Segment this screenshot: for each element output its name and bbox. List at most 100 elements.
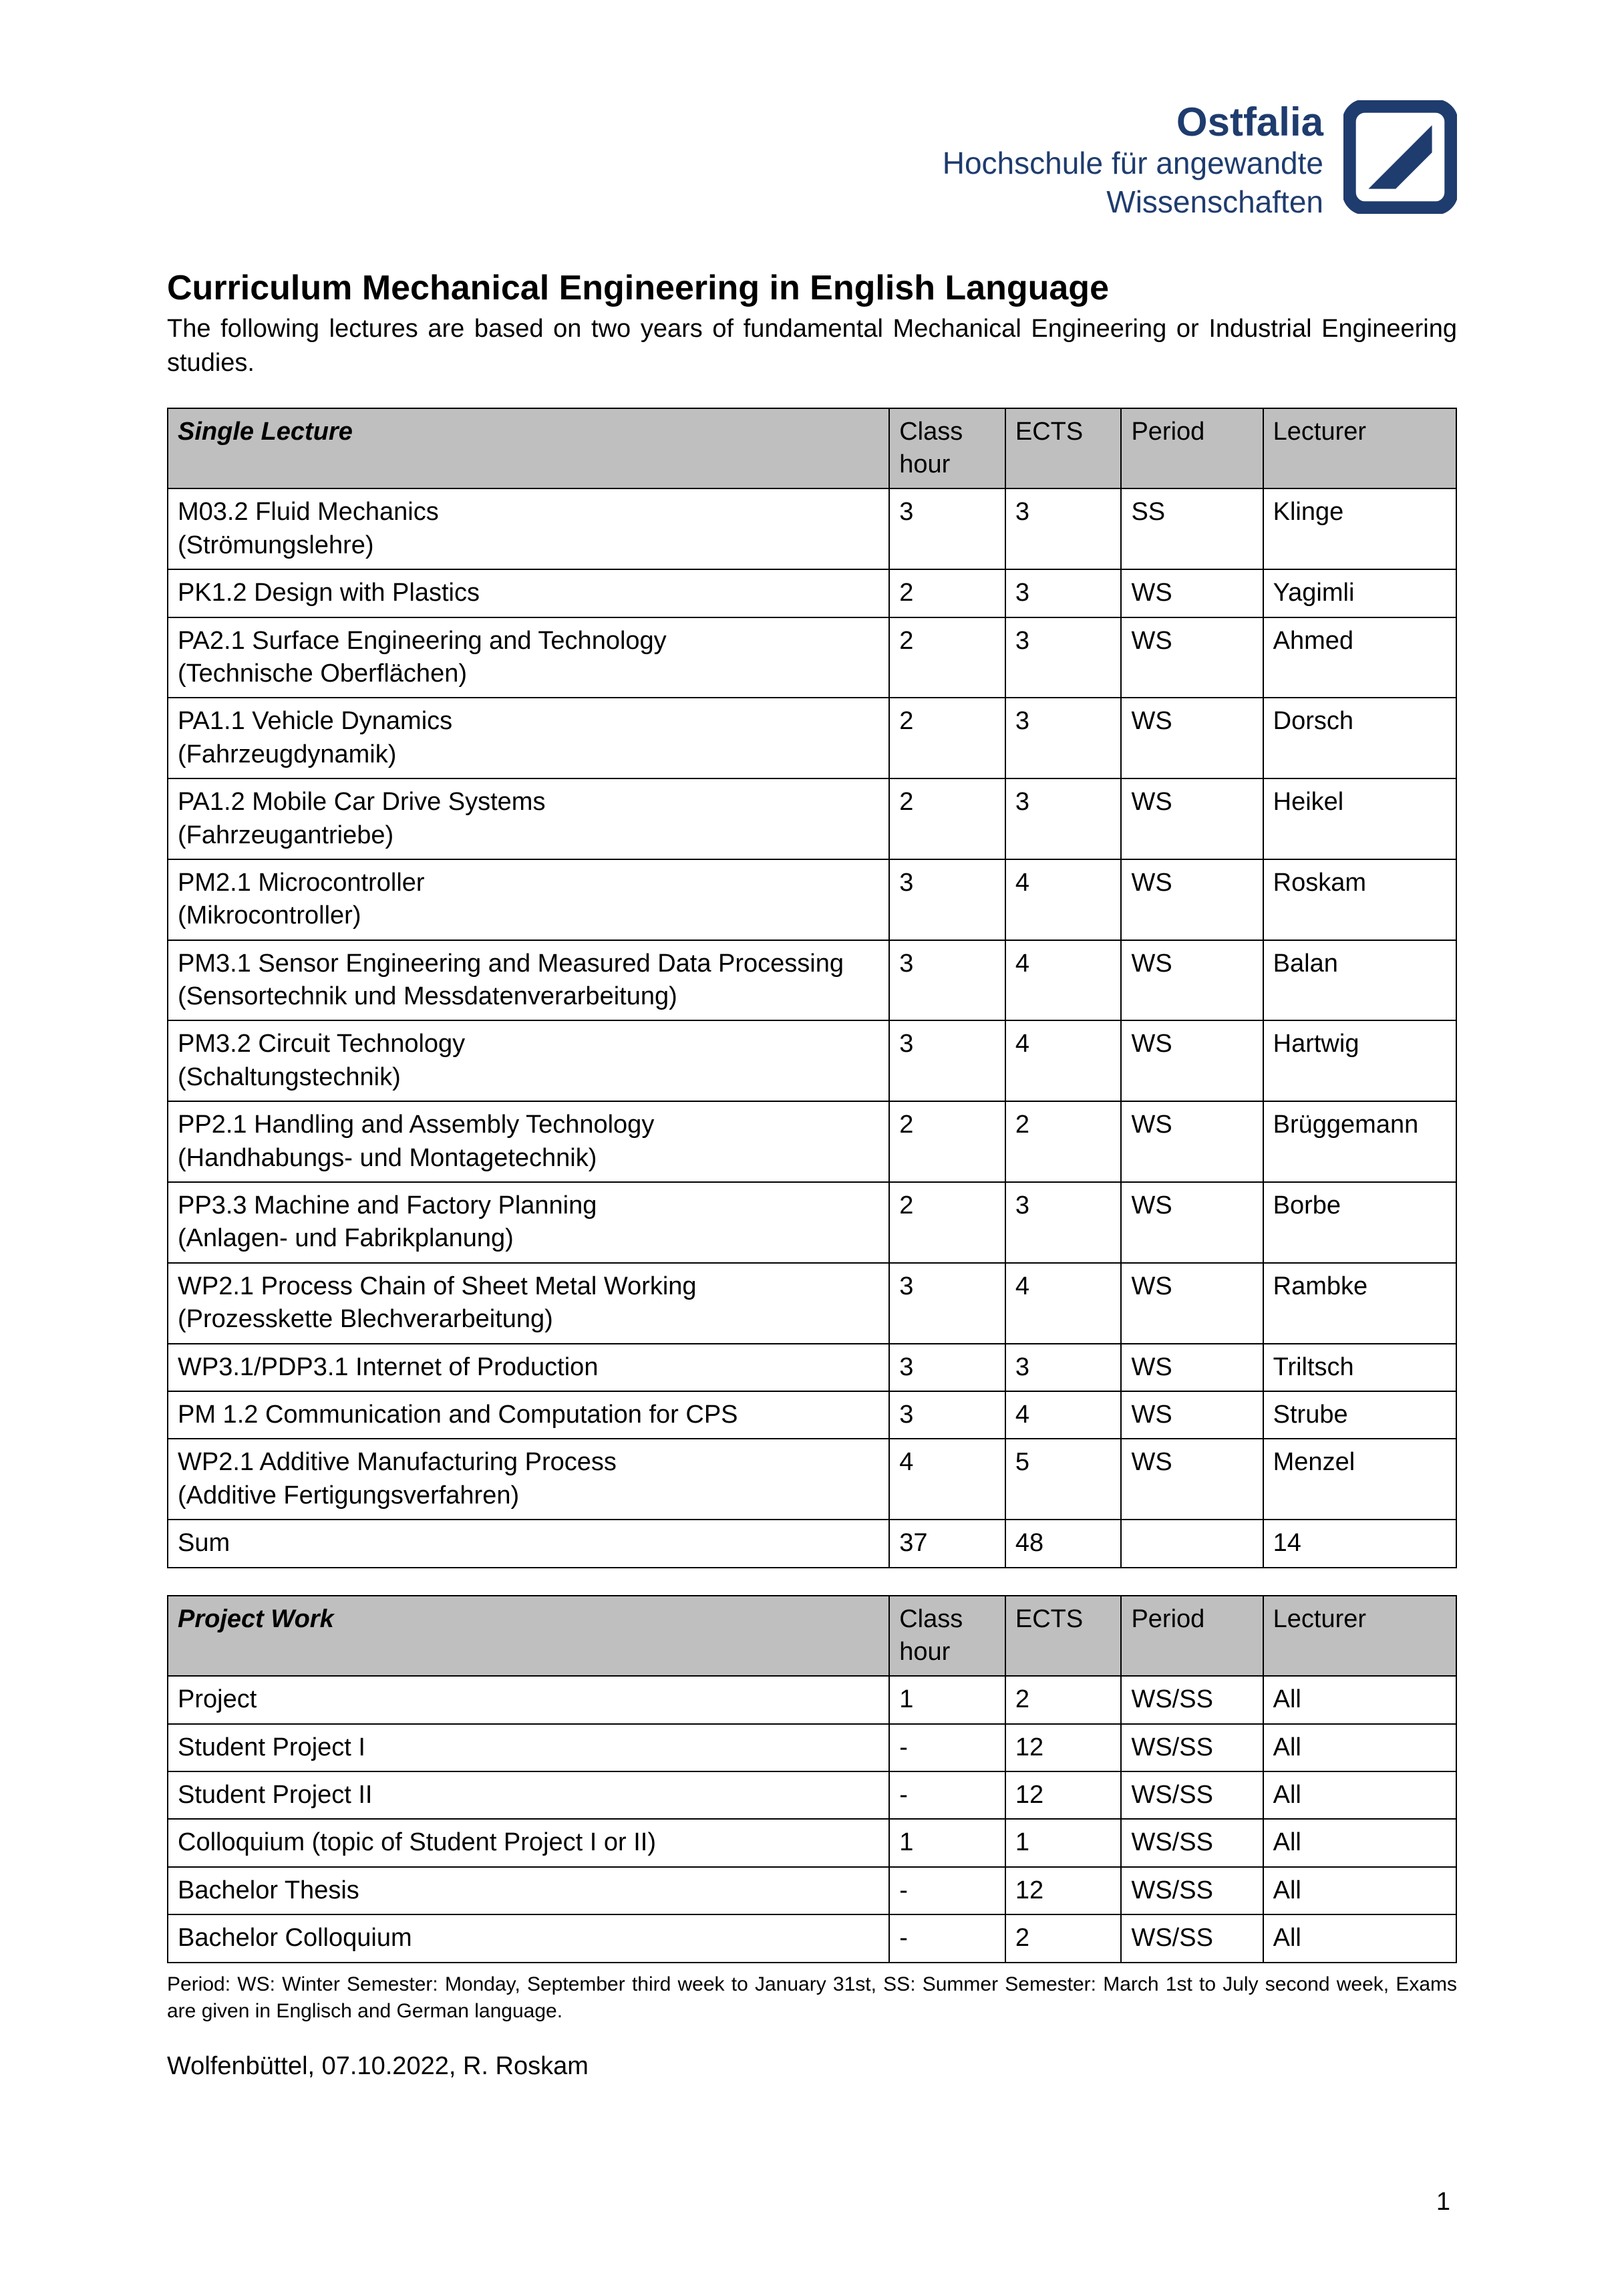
cell-hour: 3 bbox=[889, 1020, 1005, 1101]
cell-name: WP2.1 Additive Manufacturing Process(Add… bbox=[168, 1439, 889, 1520]
table-row: WP3.1/PDP3.1 Internet of Production33WST… bbox=[168, 1344, 1456, 1391]
table-row: Student Project I-12WS/SSAll bbox=[168, 1724, 1456, 1771]
intro-text: The following lectures are based on two … bbox=[167, 312, 1457, 381]
cell-name: WP3.1/PDP3.1 Internet of Production bbox=[168, 1344, 889, 1391]
col-ects: ECTS bbox=[1005, 1596, 1122, 1677]
cell-ects: 2 bbox=[1005, 1101, 1122, 1182]
cell-name: PA2.1 Surface Engineering and Technology… bbox=[168, 617, 889, 698]
cell-name: Bachelor Colloquium bbox=[168, 1914, 889, 1962]
col-lecturer: Lecturer bbox=[1263, 1596, 1456, 1677]
cell-hour: 3 bbox=[889, 859, 1005, 940]
cell-name: PA1.2 Mobile Car Drive Systems(Fahrzeuga… bbox=[168, 778, 889, 859]
cell-hour: - bbox=[889, 1867, 1005, 1914]
cell-hour: 4 bbox=[889, 1439, 1005, 1520]
cell-period: WS bbox=[1121, 617, 1263, 698]
cell-lecturer: All bbox=[1263, 1867, 1456, 1914]
cell-period: WS/SS bbox=[1121, 1914, 1263, 1962]
cell-lecturer: All bbox=[1263, 1771, 1456, 1819]
cell-hour: - bbox=[889, 1771, 1005, 1819]
cell-lecturer: All bbox=[1263, 1914, 1456, 1962]
table-row: PA1.2 Mobile Car Drive Systems(Fahrzeuga… bbox=[168, 778, 1456, 859]
cell-lecturer: Borbe bbox=[1263, 1182, 1456, 1263]
table-row: Bachelor Thesis-12WS/SSAll bbox=[168, 1867, 1456, 1914]
col-ects: ECTS bbox=[1005, 408, 1122, 489]
table-row: Colloquium (topic of Student Project I o… bbox=[168, 1819, 1456, 1866]
cell-ects: 2 bbox=[1005, 1676, 1122, 1723]
table-row: PM2.1 Microcontroller(Mikrocontroller)34… bbox=[168, 859, 1456, 940]
cell-name: PM3.1 Sensor Engineering and Measured Da… bbox=[168, 940, 889, 1021]
cell-ects: 4 bbox=[1005, 940, 1122, 1021]
cell-ects: 12 bbox=[1005, 1867, 1122, 1914]
table-row: WP2.1 Additive Manufacturing Process(Add… bbox=[168, 1439, 1456, 1520]
table-row: PM 1.2 Communication and Computation for… bbox=[168, 1391, 1456, 1439]
table-row: PM3.1 Sensor Engineering and Measured Da… bbox=[168, 940, 1456, 1021]
table-row: PK1.2 Design with Plastics23WSYagimli bbox=[168, 569, 1456, 617]
cell-lecturer: All bbox=[1263, 1724, 1456, 1771]
cell-period: WS bbox=[1121, 940, 1263, 1021]
cell-ects: 4 bbox=[1005, 1020, 1122, 1101]
cell-lecturer: Menzel bbox=[1263, 1439, 1456, 1520]
cell-hour: 2 bbox=[889, 778, 1005, 859]
cell-hour: 3 bbox=[889, 488, 1005, 569]
page: Ostfalia Hochschule für angewandte Wisse… bbox=[0, 0, 1624, 2290]
cell-lecturer: All bbox=[1263, 1676, 1456, 1723]
project-work-table: Project Work Class hour ECTS Period Lect… bbox=[167, 1595, 1457, 1963]
cell-period: WS/SS bbox=[1121, 1771, 1263, 1819]
cell-ects: 12 bbox=[1005, 1724, 1122, 1771]
cell-name: Student Project II bbox=[168, 1771, 889, 1819]
cell-period: WS bbox=[1121, 859, 1263, 940]
cell-period: WS bbox=[1121, 1439, 1263, 1520]
cell-lecturer: Hartwig bbox=[1263, 1020, 1456, 1101]
cell-name: WP2.1 Process Chain of Sheet Metal Worki… bbox=[168, 1263, 889, 1344]
cell-hour: 2 bbox=[889, 1101, 1005, 1182]
cell-lecturer: Heikel bbox=[1263, 778, 1456, 859]
table-row: Project12WS/SSAll bbox=[168, 1676, 1456, 1723]
col-period: Period bbox=[1121, 1596, 1263, 1677]
brand-name: Ostfalia bbox=[943, 100, 1323, 144]
footnote: Period: WS: Winter Semester: Monday, Sep… bbox=[167, 1971, 1457, 2025]
cell-name: PP2.1 Handling and Assembly Technology(H… bbox=[168, 1101, 889, 1182]
cell-ects: 3 bbox=[1005, 488, 1122, 569]
cell-ects: 3 bbox=[1005, 617, 1122, 698]
col-lecturer: Lecturer bbox=[1263, 408, 1456, 489]
cell-hour: 1 bbox=[889, 1676, 1005, 1723]
cell-period: WS/SS bbox=[1121, 1819, 1263, 1866]
table-row: PP3.3 Machine and Factory Planning(Anlag… bbox=[168, 1182, 1456, 1263]
cell-lecturer: Strube bbox=[1263, 1391, 1456, 1439]
cell-lecturer: Rambke bbox=[1263, 1263, 1456, 1344]
cell-period: WS/SS bbox=[1121, 1867, 1263, 1914]
cell-name: PM 1.2 Communication and Computation for… bbox=[168, 1391, 889, 1439]
cell-period: WS bbox=[1121, 1263, 1263, 1344]
cell-ects: 2 bbox=[1005, 1914, 1122, 1962]
cell-period: WS bbox=[1121, 698, 1263, 778]
cell-ects: 4 bbox=[1005, 1263, 1122, 1344]
cell-name: Student Project I bbox=[168, 1724, 889, 1771]
page-title: Curriculum Mechanical Engineering in Eng… bbox=[167, 268, 1457, 308]
table-row: PP2.1 Handling and Assembly Technology(H… bbox=[168, 1101, 1456, 1182]
cell-name: PK1.2 Design with Plastics bbox=[168, 569, 889, 617]
cell-period: WS/SS bbox=[1121, 1676, 1263, 1723]
table-row: WP2.1 Process Chain of Sheet Metal Worki… bbox=[168, 1263, 1456, 1344]
cell-period: WS bbox=[1121, 1182, 1263, 1263]
table-row: PM3.2 Circuit Technology(Schaltungstechn… bbox=[168, 1020, 1456, 1101]
cell-ects: 1 bbox=[1005, 1819, 1122, 1866]
cell-ects: 12 bbox=[1005, 1771, 1122, 1819]
cell-lecturer: 14 bbox=[1263, 1520, 1456, 1567]
cell-period: WS bbox=[1121, 1344, 1263, 1391]
cell-period bbox=[1121, 1520, 1263, 1567]
col-hour: Class hour bbox=[889, 1596, 1005, 1677]
cell-hour: 2 bbox=[889, 698, 1005, 778]
signature: Wolfenbüttel, 07.10.2022, R. Roskam bbox=[167, 2052, 1457, 2081]
cell-hour: - bbox=[889, 1724, 1005, 1771]
brand-text: Ostfalia Hochschule für angewandte Wisse… bbox=[943, 100, 1323, 221]
cell-lecturer: Roskam bbox=[1263, 859, 1456, 940]
col-name: Project Work bbox=[168, 1596, 889, 1677]
cell-lecturer: Brüggemann bbox=[1263, 1101, 1456, 1182]
cell-name: Sum bbox=[168, 1520, 889, 1567]
ostfalia-logo-icon bbox=[1343, 100, 1457, 217]
cell-period: WS bbox=[1121, 778, 1263, 859]
cell-hour: 3 bbox=[889, 1263, 1005, 1344]
cell-lecturer: Balan bbox=[1263, 940, 1456, 1021]
cell-hour: 2 bbox=[889, 1182, 1005, 1263]
cell-name: Colloquium (topic of Student Project I o… bbox=[168, 1819, 889, 1866]
